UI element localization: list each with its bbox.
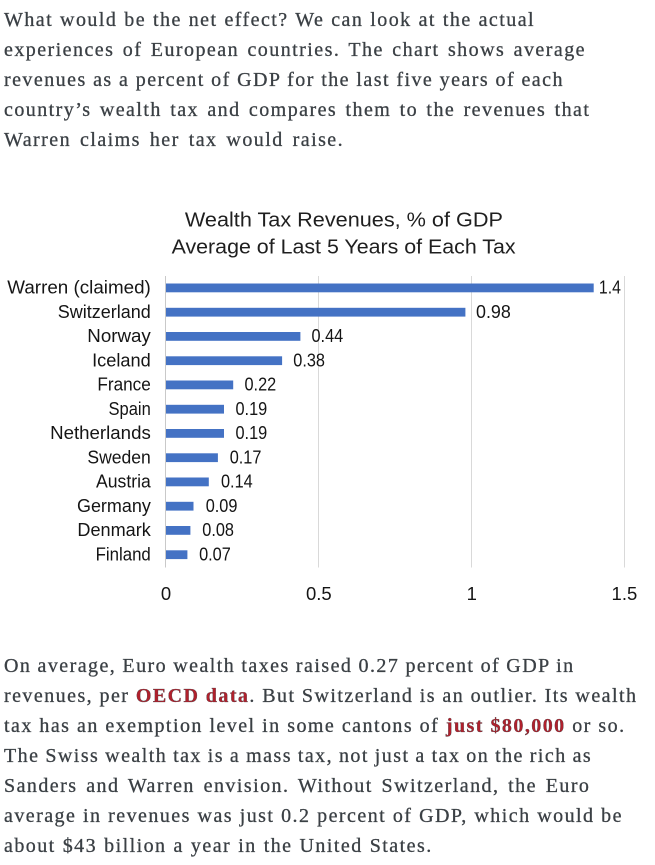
svg-text:Wealth Tax Revenues, % of GDP: Wealth Tax Revenues, % of GDP [185, 210, 503, 232]
svg-text:0.44: 0.44 [312, 326, 344, 346]
svg-text:Norway: Norway [87, 326, 151, 346]
svg-text:0.19: 0.19 [236, 423, 268, 443]
svg-text:0.22: 0.22 [245, 375, 277, 395]
svg-text:Spain: Spain [109, 399, 151, 419]
svg-text:0.07: 0.07 [199, 544, 231, 564]
svg-text:Switzerland: Switzerland [58, 302, 151, 322]
svg-text:1.4: 1.4 [599, 278, 621, 298]
svg-text:0.09: 0.09 [206, 496, 238, 516]
svg-text:0.38: 0.38 [293, 350, 325, 370]
svg-text:Iceland: Iceland [92, 351, 151, 371]
svg-text:1.5: 1.5 [612, 583, 638, 604]
svg-text:Austria: Austria [96, 472, 152, 492]
svg-text:0.14: 0.14 [221, 472, 253, 492]
svg-text:Germany: Germany [77, 496, 151, 516]
svg-text:0.17: 0.17 [230, 447, 262, 467]
svg-text:France: France [97, 375, 150, 395]
svg-text:Finland: Finland [96, 545, 151, 565]
svg-text:Sweden: Sweden [87, 448, 150, 468]
svg-text:0: 0 [161, 583, 171, 604]
svg-text:Warren (claimed): Warren (claimed) [7, 278, 151, 298]
svg-text:0.19: 0.19 [236, 399, 268, 419]
svg-text:1: 1 [467, 583, 477, 604]
svg-text:0.08: 0.08 [202, 520, 234, 540]
svg-text:Netherlands: Netherlands [50, 423, 151, 443]
svg-text:Denmark: Denmark [77, 520, 151, 540]
svg-text:Average of Last 5 Years of Eac: Average of Last 5 Years of Each Tax [172, 237, 516, 259]
svg-text:0.5: 0.5 [306, 583, 332, 604]
svg-text:0.98: 0.98 [476, 302, 511, 322]
